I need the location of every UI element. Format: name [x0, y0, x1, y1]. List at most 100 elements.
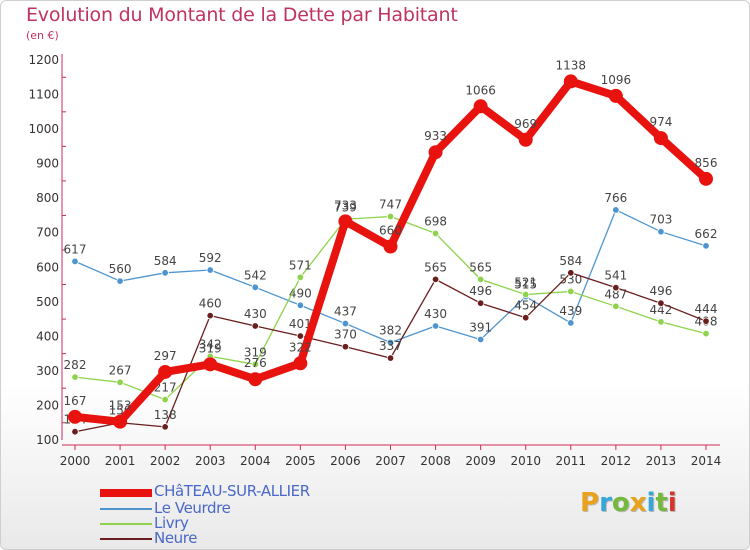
data-label: 698: [424, 214, 447, 228]
data-point: [567, 287, 575, 296]
logo-letter: t: [655, 488, 668, 518]
data-point: [476, 275, 485, 284]
data-label: 342: [199, 337, 222, 351]
data-label: 521: [514, 276, 537, 290]
x-tick-label: 2014: [691, 454, 722, 468]
data-point: [657, 227, 665, 236]
data-label: 617: [64, 242, 87, 256]
y-tick-label: 200: [36, 398, 59, 412]
data-point: [296, 273, 305, 281]
data-label: 167: [64, 394, 87, 408]
y-tick-label: 700: [36, 226, 59, 240]
x-tick-label: 2010: [510, 454, 541, 468]
y-tick-label: 100: [36, 433, 59, 447]
data-point: [522, 314, 530, 322]
y-tick-label: 500: [36, 295, 59, 309]
data-point: [71, 257, 79, 266]
logo-letter: P: [580, 488, 600, 518]
x-tick-label: 2011: [556, 454, 587, 468]
data-point: [608, 88, 623, 103]
data-point: [161, 423, 169, 431]
data-point: [296, 301, 305, 309]
x-tick-label: 2000: [60, 454, 91, 468]
y-tick-label: 900: [36, 157, 59, 171]
chart-title: Evolution du Montant de la Dette par Hab…: [26, 4, 458, 26]
data-label: 282: [64, 358, 87, 372]
legend-label: Neure: [154, 529, 198, 547]
data-label: 969: [514, 117, 537, 131]
data-label: 733: [334, 198, 357, 212]
data-label: 1096: [601, 73, 632, 87]
data-label: 703: [649, 213, 672, 227]
legend-swatch: [100, 523, 152, 525]
data-label: 439: [559, 304, 582, 318]
data-point: [476, 299, 485, 307]
data-point: [699, 171, 713, 186]
data-label: 337: [379, 339, 402, 353]
data-point: [251, 322, 259, 330]
data-label: 460: [199, 297, 222, 311]
data-point: [293, 356, 308, 371]
x-tick-label: 2005: [285, 454, 316, 468]
data-point: [428, 145, 443, 160]
data-label: 430: [244, 307, 267, 321]
data-point: [431, 322, 440, 330]
data-point: [71, 373, 79, 381]
data-label: 584: [154, 254, 177, 268]
data-label: 370: [334, 328, 357, 342]
data-label: 430: [424, 307, 447, 321]
x-tick-label: 2007: [375, 454, 406, 468]
data-label: 542: [244, 268, 267, 282]
data-label: 662: [695, 227, 718, 241]
data-point: [161, 269, 169, 277]
data-point: [161, 395, 169, 404]
logo-letter: x: [629, 488, 647, 518]
data-label: 496: [469, 284, 492, 298]
data-point: [383, 239, 398, 254]
y-tick-label: 600: [36, 260, 59, 274]
data-point: [116, 378, 124, 387]
data-label: 660: [379, 224, 402, 238]
data-point: [251, 283, 259, 292]
data-point: [341, 343, 350, 351]
data-label: 401: [289, 317, 312, 331]
data-label: 444: [695, 302, 718, 316]
data-label: 454: [514, 299, 537, 313]
data-label: 1066: [465, 83, 496, 97]
data-point: [612, 206, 620, 214]
data-point: [113, 414, 128, 429]
x-tick-label: 2003: [195, 454, 226, 468]
data-point: [657, 318, 665, 326]
data-point: [68, 409, 82, 424]
data-label: 560: [109, 262, 132, 276]
data-label: 496: [649, 284, 672, 298]
data-point: [702, 317, 710, 325]
data-label: 138: [154, 408, 177, 422]
data-label: 276: [244, 356, 267, 370]
proxiti-logo: Proxiti: [580, 488, 677, 518]
data-label: 442: [649, 303, 672, 317]
x-tick-label: 2012: [601, 454, 632, 468]
y-tick-label: 300: [36, 364, 59, 378]
data-label: 766: [604, 191, 627, 205]
data-label: 739: [334, 200, 357, 214]
x-tick-label: 2001: [105, 454, 136, 468]
x-tick-label: 2013: [646, 454, 677, 468]
data-label: 571: [289, 258, 312, 272]
data-label: 541: [604, 269, 627, 283]
series-neure: 1241501384604304013703375654964545845414…: [64, 254, 718, 436]
data-point: [476, 335, 485, 344]
data-point: [563, 74, 578, 89]
data-label: 319: [199, 341, 222, 355]
data-label: 530: [559, 272, 582, 286]
series-le-veurdre: 617 560 584 592 542 490 437 382 430 391 515 439 766 7…: [64, 191, 718, 347]
logo-letter: i: [667, 488, 677, 518]
data-point: [653, 131, 668, 146]
data-label: 515: [514, 278, 537, 292]
data-point: [71, 428, 79, 436]
data-point: [386, 354, 395, 362]
data-point: [473, 99, 488, 114]
data-point: [612, 283, 620, 292]
data-point: [386, 212, 395, 221]
data-point: [341, 319, 350, 328]
